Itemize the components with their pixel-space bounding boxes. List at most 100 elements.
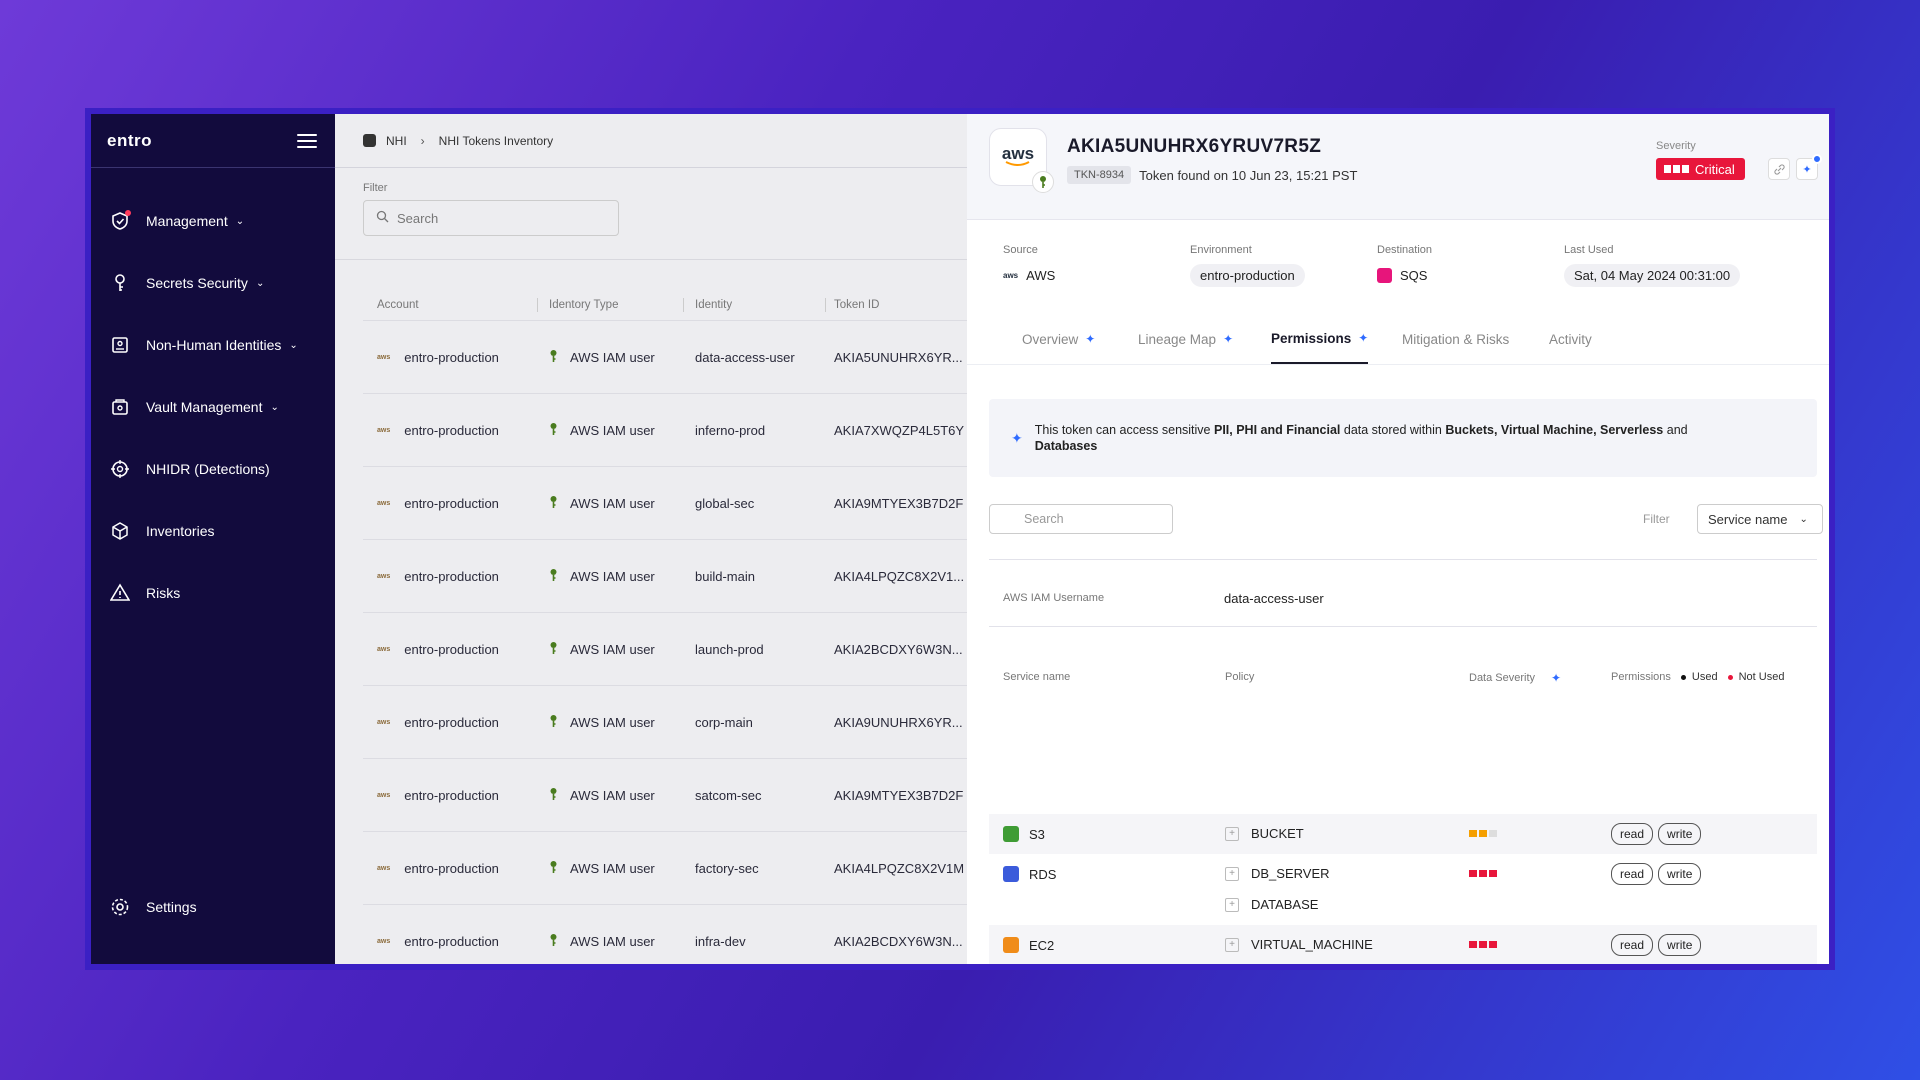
sidebar-item-inventories[interactable]: Inventories <box>91 500 335 562</box>
gear-icon <box>109 896 131 918</box>
tab-overview[interactable]: Overview ✦ <box>1022 331 1096 347</box>
sidebar-item-vault-management[interactable]: Vault Management ⌄ <box>91 376 335 438</box>
breadcrumb-root[interactable]: NHI <box>386 133 407 148</box>
cell-account: entro-production <box>404 349 499 365</box>
permission-row[interactable]: RDS + DB_SERVER + DATABASE read write <box>989 854 1817 925</box>
table-row[interactable]: aws entro-production AWS IAM user global-se… <box>363 466 967 539</box>
table-row[interactable]: aws entro-production AWS IAM user data-acce… <box>363 320 967 393</box>
meta-environment: Environment entro-production <box>1190 244 1305 287</box>
col-identity-type[interactable]: Identory Type <box>549 299 619 311</box>
policy-item[interactable]: + DB_SERVER <box>1225 866 1330 881</box>
sidebar-item-settings[interactable]: Settings <box>91 876 335 938</box>
col-account[interactable]: Account <box>377 299 419 311</box>
logo: entro <box>107 130 152 150</box>
permission-tags: read write <box>1611 934 1702 956</box>
read-tag[interactable]: read <box>1611 934 1654 956</box>
col-token-id[interactable]: Token ID <box>834 299 880 311</box>
table-header: Account Identory Type Identity Token ID <box>363 290 967 320</box>
inventory-table: Account Identory Type Identity Token ID … <box>363 290 967 964</box>
severity-indicator <box>1469 941 1497 948</box>
table-row[interactable]: aws entro-production AWS IAM user corp-main… <box>363 685 967 758</box>
username-value: data-access-user <box>1224 591 1324 606</box>
sidebar-item-nhidr[interactable]: NHIDR (Detections) <box>91 438 335 500</box>
chevron-down-icon: ⌄ <box>255 277 265 289</box>
table-row[interactable]: aws entro-production AWS IAM user launch-pr… <box>363 612 967 685</box>
meta-source: Source aws AWS <box>1003 244 1056 283</box>
chevron-right-icon: › <box>420 133 425 148</box>
sidebar-header: entro <box>91 114 335 168</box>
write-tag[interactable]: write <box>1658 934 1702 956</box>
permissions-search-input[interactable]: Search <box>989 504 1173 534</box>
meta-destination: Destination SQS <box>1377 244 1433 283</box>
read-tag[interactable]: read <box>1611 823 1654 845</box>
cell-token-id: AKIA9UNUHRX6YR... <box>834 714 963 730</box>
sparkle-icon: ✦ <box>1551 671 1562 685</box>
permission-row[interactable]: Lambda+SERVERLESSreadwrite <box>989 965 1817 970</box>
col-service-name: Service name <box>1003 671 1071 683</box>
service-filter-dropdown[interactable]: Service name ⌄ <box>1697 504 1823 534</box>
permission-tags: read write <box>1611 863 1702 885</box>
token-subtitle: TKN-8934 Token found on 10 Jun 23, 15:21… <box>1067 166 1357 184</box>
table-row[interactable]: aws entro-production AWS IAM user build-mai… <box>363 539 967 612</box>
service-name: RDS <box>1003 866 1056 882</box>
sidebar-item-secrets-security[interactable]: Secrets Security ⌄ <box>91 252 335 314</box>
key-icon <box>549 422 558 439</box>
settings-label: Settings <box>146 899 197 915</box>
chevron-down-icon: ⌄ <box>1799 513 1808 525</box>
policy-item[interactable]: + VIRTUAL_MACHINE <box>1225 937 1373 952</box>
table-row[interactable]: aws entro-production AWS IAM user satcom-se… <box>363 758 967 831</box>
key-icon <box>549 568 558 585</box>
token-detail-panel: aws AKIA5UNUHRX6YRUV7R5Z TKN-8934 Token … <box>967 114 1829 964</box>
meta-last-used: Last Used Sat, 04 May 2024 00:31:00 <box>1564 244 1741 287</box>
cell-token-id: AKIA2BCDXY6W3N... <box>834 933 963 949</box>
breadcrumb-current: NHI Tokens Inventory <box>438 133 554 148</box>
tab-lineage-map[interactable]: Lineage Map ✦ <box>1138 331 1234 347</box>
sqs-icon <box>1377 267 1392 283</box>
sidebar-item-non-human-identities[interactable]: Non-Human Identities ⌄ <box>91 314 335 376</box>
breadcrumb: NHI › NHI Tokens Inventory <box>335 114 967 168</box>
table-row[interactable]: aws entro-production AWS IAM user infra-dev… <box>363 904 967 964</box>
read-tag[interactable]: read <box>1611 863 1654 885</box>
used-dot-icon <box>1680 674 1686 680</box>
inventory-search-input[interactable]: Search <box>363 200 619 236</box>
shield-icon <box>109 210 131 232</box>
cell-identity: launch-prod <box>695 641 764 657</box>
insight-text: This token can access sensitive PII, PHI… <box>1034 423 1688 453</box>
policy-item[interactable]: + DATABASE <box>1225 897 1318 912</box>
ai-assist-button[interactable]: ✦ <box>1796 154 1822 180</box>
sidebar-item-management[interactable]: Management ⌄ <box>91 190 335 252</box>
table-row[interactable]: aws entro-production AWS IAM user inferno-p… <box>363 393 967 466</box>
token-header: aws AKIA5UNUHRX6YRUV7R5Z TKN-8934 Token … <box>967 114 1829 220</box>
inventory-area: NHI › NHI Tokens Inventory Filter Search… <box>335 114 967 964</box>
tab-mitigation-risks[interactable]: Mitigation & Risks <box>1402 331 1510 347</box>
permission-row[interactable]: EC2 + VIRTUAL_MACHINE read write <box>989 925 1817 964</box>
key-icon <box>549 714 558 731</box>
cell-identity: factory-sec <box>695 860 759 876</box>
cell-account: entro-production <box>404 495 499 511</box>
link-button[interactable] <box>1768 158 1790 180</box>
col-identity[interactable]: Identity <box>695 299 733 311</box>
permission-row[interactable]: S3 + BUCKET read write <box>989 814 1817 854</box>
policy-item[interactable]: + BUCKET <box>1225 826 1304 841</box>
expand-icon: + <box>1225 897 1239 912</box>
cell-account: entro-production <box>404 641 499 657</box>
tab-activity[interactable]: Activity <box>1549 331 1592 347</box>
service-name: EC2 <box>1003 937 1054 953</box>
vault-icon <box>109 396 131 418</box>
token-meta: Source aws AWS Environment entro-producti… <box>967 220 1829 304</box>
table-row[interactable]: aws entro-production AWS IAM user factory-s… <box>363 831 967 904</box>
cell-token-id: AKIA9MTYEX3B7D2F <box>834 495 964 511</box>
menu-icon[interactable] <box>297 133 317 148</box>
write-tag[interactable]: write <box>1658 863 1702 885</box>
expand-icon: + <box>1225 866 1239 881</box>
sparkle-icon: ✦ <box>1358 331 1369 345</box>
app-window: entro Management ⌄ Secrets Security ⌄ <box>85 108 1835 970</box>
search-placeholder: Search <box>397 210 439 226</box>
tab-permissions[interactable]: Permissions ✦ <box>1271 314 1369 364</box>
sidebar-item-label: Secrets Security <box>146 275 248 291</box>
sidebar-item-risks[interactable]: Risks <box>91 562 335 624</box>
aws-icon: aws <box>377 791 391 799</box>
write-tag[interactable]: write <box>1658 823 1702 845</box>
severity-label: Severity <box>1656 140 1696 152</box>
warning-icon <box>109 582 131 604</box>
